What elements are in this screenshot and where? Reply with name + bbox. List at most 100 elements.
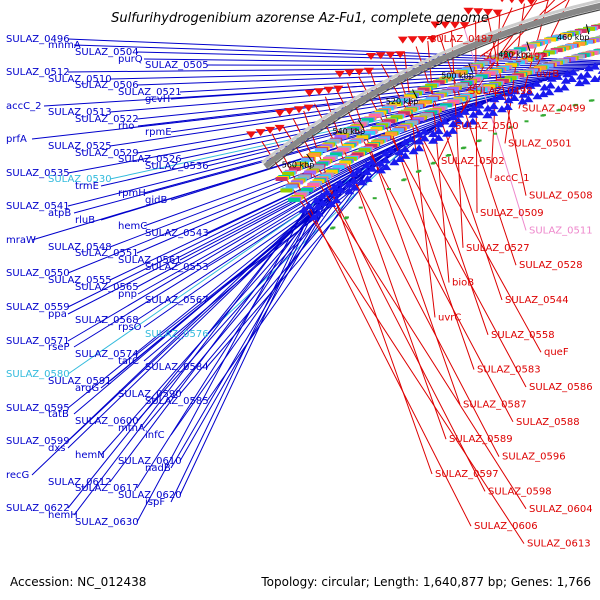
left-gene-label[interactable]: rseP [48, 342, 70, 353]
left-gene-label[interactable]: SULAZ_0553 [145, 262, 209, 273]
left-gene-label[interactable]: SULAZ_0505 [145, 60, 209, 71]
left-gene-label[interactable]: rpmH [118, 188, 146, 199]
left-gene-label[interactable]: SULAZ_0568 [75, 315, 139, 326]
right-gene-label[interactable]: SULAZ_0487 [430, 34, 494, 45]
right-gene-label[interactable]: SULAZ_0586 [529, 382, 593, 393]
left-gene-label[interactable]: hemH [48, 510, 78, 521]
left-gene-label[interactable]: SULAZ_0622 [6, 503, 70, 514]
left-gene-label[interactable]: atpB [48, 208, 71, 219]
left-gene-label[interactable]: hemN [75, 450, 105, 461]
left-gene-label[interactable]: SULAZ_0526 [118, 154, 182, 165]
right-gene-label[interactable]: SULAZ_0583 [477, 365, 541, 376]
left-gene-label[interactable]: SULAZ_0591 [48, 376, 112, 387]
left-gene-label[interactable]: SULAZ_0510 [48, 74, 112, 85]
left-gene-label[interactable]: SULAZ_0513 [48, 107, 112, 118]
left-gene-label[interactable]: SULAZ_0555 [48, 275, 112, 286]
right-gene-label[interactable]: SULAZ_0588 [516, 417, 580, 428]
right-gene-label[interactable]: SULAZ_0501 [508, 138, 572, 149]
left-gene-label[interactable]: SULAZ_0541 [6, 201, 70, 212]
right-gene-label[interactable]: uvrB [536, 69, 559, 80]
left-gene-label[interactable]: accC_2 [6, 101, 41, 112]
right-gene-label[interactable]: SULAZ_0558 [491, 330, 555, 341]
left-gene-label[interactable]: rpmE [145, 127, 172, 138]
left-gene-label[interactable]: SULAZ_0551 [75, 248, 139, 259]
right-gene-label[interactable]: bioB [452, 278, 474, 289]
left-gene-label[interactable]: SULAZ_0600 [75, 416, 139, 427]
right-gene-label[interactable]: SULAZ_0587 [463, 399, 527, 410]
right-gene-label[interactable]: SULAZ_0492 [483, 51, 547, 62]
right-gene-label[interactable]: SULAZ_0597 [435, 469, 499, 480]
right-gene-label[interactable]: SULAZ_0499 [522, 104, 586, 115]
left-gene-label[interactable]: SULAZ_0567 [145, 295, 209, 306]
right-gene-label[interactable]: SULAZ_0511 [529, 225, 593, 236]
left-gene-label[interactable]: SULAZ_0571 [6, 336, 70, 347]
left-gene-label[interactable]: SULAZ_0610 [118, 456, 182, 467]
left-gene-label[interactable]: SULAZ_0612 [48, 477, 112, 488]
left-gene-label[interactable]: SULAZ_0617 [75, 483, 139, 494]
left-gene-label[interactable]: argG [75, 383, 99, 394]
right-gene-label[interactable]: SULAZ_0613 [527, 539, 591, 550]
left-gene-label[interactable]: SULAZ_0580 [6, 369, 70, 380]
left-gene-label[interactable]: SULAZ_0595 [6, 403, 70, 414]
right-gene-label[interactable]: SULAZ_0544 [505, 295, 569, 306]
left-gene-label[interactable]: SULAZ_0504 [75, 47, 139, 58]
left-gene-label[interactable]: SULAZ_0574 [75, 349, 139, 360]
left-gene-label[interactable]: rho [118, 121, 134, 132]
left-gene-label[interactable]: tatB [48, 409, 69, 420]
right-gene-label[interactable]: SULAZ_0589 [449, 434, 513, 445]
left-gene-label[interactable]: SULAZ_0506 [75, 80, 139, 91]
left-gene-label[interactable]: SULAZ_0550 [6, 268, 70, 279]
left-gene-label[interactable]: hemC [118, 221, 147, 232]
left-gene-label[interactable]: SULAZ_0496 [6, 34, 70, 45]
left-gene-label[interactable]: SULAZ_0548 [48, 242, 112, 253]
left-gene-label[interactable]: SULAZ_0599 [6, 436, 70, 447]
left-gene-label[interactable]: SULAZ_0590 [118, 389, 182, 400]
right-gene-label[interactable]: SULAZ_0500 [455, 121, 519, 132]
right-gene-label[interactable]: SULAZ_0606 [474, 521, 538, 532]
right-gene-label[interactable]: accC_1 [494, 173, 529, 184]
left-gene-label[interactable]: SULAZ_0620 [118, 490, 182, 501]
left-gene-label[interactable]: nadB [145, 463, 171, 474]
left-gene-label[interactable]: SULAZ_0535 [6, 168, 70, 179]
left-gene-label[interactable]: SULAZ_0536 [145, 161, 209, 172]
right-gene-label[interactable]: SULAZ_0508 [529, 191, 593, 202]
right-gene-label[interactable]: queF [544, 347, 569, 358]
left-gene-label[interactable]: SULAZ_0559 [6, 302, 70, 313]
right-gene-label[interactable]: SULAZ_0527 [466, 243, 530, 254]
left-gene-label[interactable]: tatC [118, 356, 139, 367]
left-gene-label[interactable]: dxs [48, 443, 65, 454]
right-gene-label[interactable]: SULAZ_0509 [480, 208, 544, 219]
right-gene-label[interactable]: SULAZ_0528 [519, 260, 583, 271]
left-gene-label[interactable]: pnp [118, 289, 137, 300]
left-gene-label[interactable]: rluB [75, 215, 95, 226]
left-gene-label[interactable]: SULAZ_0630 [75, 517, 139, 528]
right-gene-label[interactable]: uvrC [438, 312, 461, 323]
left-gene-label[interactable]: ppa [48, 309, 67, 320]
left-gene-label[interactable]: SULAZ_0565 [75, 282, 139, 293]
left-gene-label[interactable]: gcvH [145, 94, 170, 105]
left-gene-label[interactable]: purQ [118, 54, 143, 65]
left-gene-label[interactable]: SULAZ_0584 [145, 362, 209, 373]
left-gene-label[interactable]: gidB [145, 195, 167, 206]
left-gene-label[interactable]: prfA [6, 134, 27, 145]
left-gene-label[interactable]: SULAZ_0522 [75, 114, 139, 125]
left-gene-label[interactable]: rpsO [118, 322, 142, 333]
left-gene-label[interactable]: ispF [145, 497, 165, 508]
left-gene-label[interactable]: recG [6, 470, 29, 481]
left-gene-label[interactable]: SULAZ_0512 [6, 67, 70, 78]
left-gene-label[interactable]: SULAZ_0530 [48, 174, 112, 185]
right-gene-label[interactable]: SULAZ_0498 [469, 86, 533, 97]
left-gene-label[interactable]: mraW [6, 235, 36, 246]
right-gene-label[interactable]: SULAZ_0502 [441, 156, 505, 167]
right-gene-label[interactable]: SULAZ_0598 [488, 486, 552, 497]
left-gene-label[interactable]: mtnA [118, 423, 145, 434]
right-gene-label[interactable]: SULAZ_0596 [502, 452, 566, 463]
left-gene-label[interactable]: SULAZ_0521 [118, 87, 182, 98]
left-gene-label[interactable]: SULAZ_0525 [48, 141, 112, 152]
right-gene-label[interactable]: SULAZ_0604 [529, 504, 593, 515]
left-gene-label[interactable]: infC [145, 430, 165, 441]
left-gene-label[interactable]: mnmA [48, 40, 81, 51]
left-gene-label[interactable]: SULAZ_0529 [75, 148, 139, 159]
left-gene-label[interactable]: SULAZ_0585 [145, 396, 209, 407]
left-gene-label[interactable]: SULAZ_0576 [145, 329, 209, 340]
